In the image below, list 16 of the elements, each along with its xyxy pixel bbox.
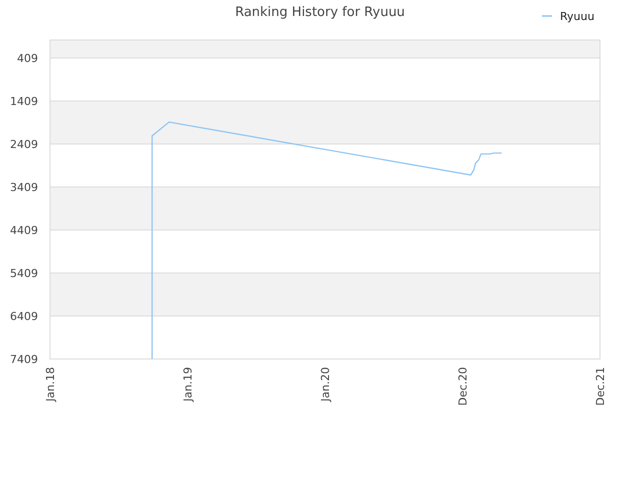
y-tick-label: 2409 — [10, 138, 38, 151]
x-tick-label: Dec.20 — [456, 367, 470, 406]
x-tick-label: Jan.18 — [44, 367, 57, 402]
line-series — [151, 121, 502, 360]
y-tick-label: 1409 — [10, 94, 38, 108]
chart-title: Ranking History for Ryuuu — [235, 5, 405, 20]
y-tick-label: 409 — [17, 52, 38, 65]
x-tick-label: Jan.19 — [181, 367, 194, 402]
y-tick-label: 7409 — [10, 352, 38, 366]
y-tick-label: 5409 — [10, 266, 38, 280]
y-tick-label: 6409 — [10, 310, 38, 323]
legend-label: Ryuuu — [560, 10, 594, 23]
x-tick-label: Dec.21 — [594, 367, 607, 406]
y-tick-label: 4409 — [10, 224, 38, 237]
y-tick-label: 3409 — [10, 180, 38, 194]
x-tick-label: Jan.20 — [318, 367, 332, 402]
